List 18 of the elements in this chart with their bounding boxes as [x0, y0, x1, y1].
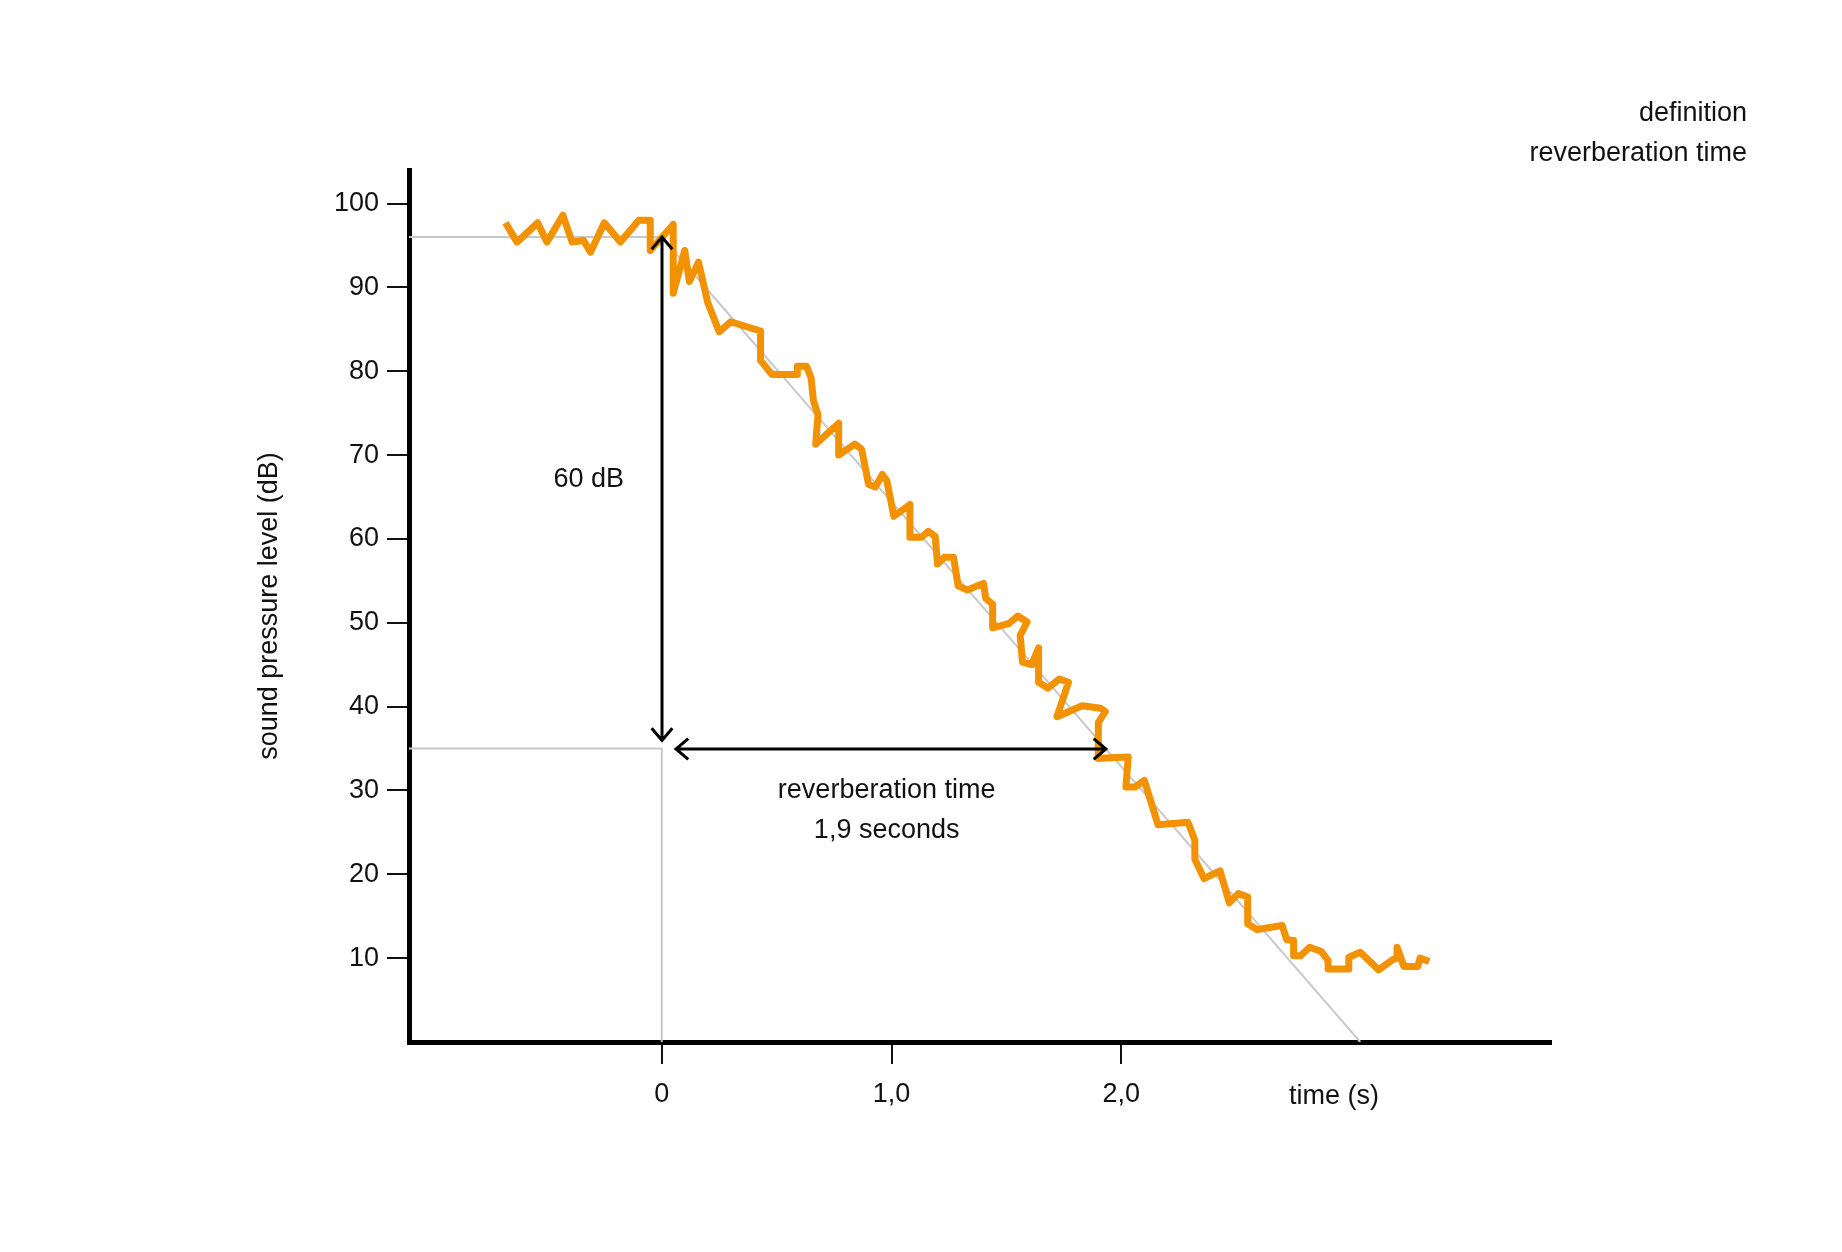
y-tick-label: 90: [348, 270, 379, 301]
x-tick-label: 1,0: [872, 1077, 911, 1108]
y-tick-label: 10: [348, 941, 379, 972]
text: definition reverberation time: [1529, 96, 1747, 169]
y-tick-label: 20: [348, 857, 379, 888]
y-axis-title: sound pressure level (dB): [252, 452, 284, 760]
y-tick-label: 40: [348, 690, 379, 721]
y-tick-label: 60: [348, 522, 379, 553]
x-tick-label: 2,0: [1102, 1077, 1141, 1108]
y-tick-label: 30: [348, 773, 379, 804]
y-tick-label: 70: [348, 438, 379, 469]
x-axis-title: time (s): [1289, 1080, 1380, 1111]
y-tick-label: 80: [348, 354, 379, 385]
y-tick-label: 50: [348, 606, 379, 637]
y-tick-label: 100: [333, 186, 379, 217]
annotation: reverberation time 1,9 seconds: [777, 772, 996, 846]
annotation: 60 dB: [553, 461, 625, 495]
x-tick-label: 0: [654, 1077, 670, 1108]
